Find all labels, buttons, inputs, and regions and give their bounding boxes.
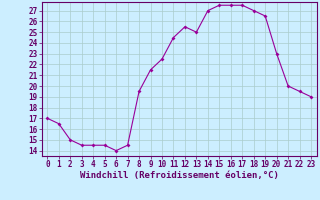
X-axis label: Windchill (Refroidissement éolien,°C): Windchill (Refroidissement éolien,°C): [80, 171, 279, 180]
